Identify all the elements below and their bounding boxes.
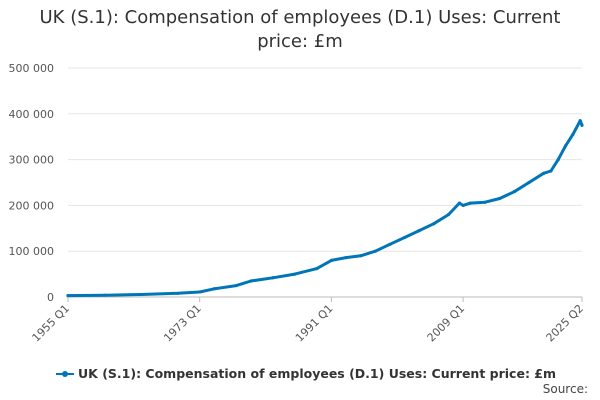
x-tick-label: 1973 Q1 [161, 302, 204, 345]
data-point [417, 228, 421, 233]
y-tick-label: 200 000 [9, 199, 55, 212]
source-label: Source: [542, 382, 588, 396]
data-point [271, 276, 275, 280]
chart-title-line-1: UK (S.1): Compensation of employees (D.1… [39, 7, 561, 28]
y-tick-label: 300 000 [9, 154, 55, 167]
chart-title: UK (S.1): Compensation of employees (D.1… [0, 6, 600, 54]
data-point [66, 294, 70, 298]
data-point [498, 196, 502, 201]
data-point [556, 158, 560, 162]
data-point [212, 287, 216, 291]
data-point [563, 144, 568, 148]
x-tick-label: 1955 Q1 [30, 302, 73, 345]
chart-title-line-2: price: £m [257, 31, 343, 52]
data-point [315, 267, 319, 271]
data-point [176, 291, 180, 295]
data-point [402, 235, 407, 240]
data-point [512, 190, 516, 194]
data-point [359, 254, 363, 258]
data-point [541, 171, 546, 175]
data-point [249, 279, 253, 283]
series-line [66, 119, 584, 298]
data-point [102, 293, 107, 297]
data-point [571, 132, 575, 137]
data-point [527, 180, 531, 185]
data-point [483, 200, 487, 204]
data-point [432, 222, 436, 226]
x-tick-label: 2025 Q2 [544, 302, 587, 345]
legend[interactable]: UK (S.1): Compensation of employees (D.1… [56, 366, 556, 381]
legend-label: UK (S.1): Compensation of employees (D.1… [78, 366, 557, 381]
x-tick-label: 2009 Q1 [425, 302, 468, 345]
data-point [461, 203, 465, 207]
legend-line-marker-icon [56, 369, 74, 379]
data-point [344, 256, 348, 260]
x-tick-label: 1991 Q1 [293, 302, 336, 345]
y-tick-label: 100 000 [9, 245, 55, 258]
data-point [198, 290, 202, 294]
data-point [580, 123, 584, 127]
data-point [139, 292, 143, 297]
y-tick-label: 0 [47, 291, 54, 304]
data-point [234, 283, 238, 288]
data-point [578, 119, 582, 123]
data-point [293, 272, 297, 276]
data-point [457, 201, 462, 205]
data-point [373, 249, 377, 253]
data-point [549, 169, 553, 173]
data-point [446, 212, 451, 217]
data-point [468, 201, 473, 205]
data-point [388, 242, 392, 246]
y-tick-label: 400 000 [9, 108, 55, 121]
y-tick-label: 500 000 [9, 62, 55, 75]
data-point [329, 258, 334, 262]
